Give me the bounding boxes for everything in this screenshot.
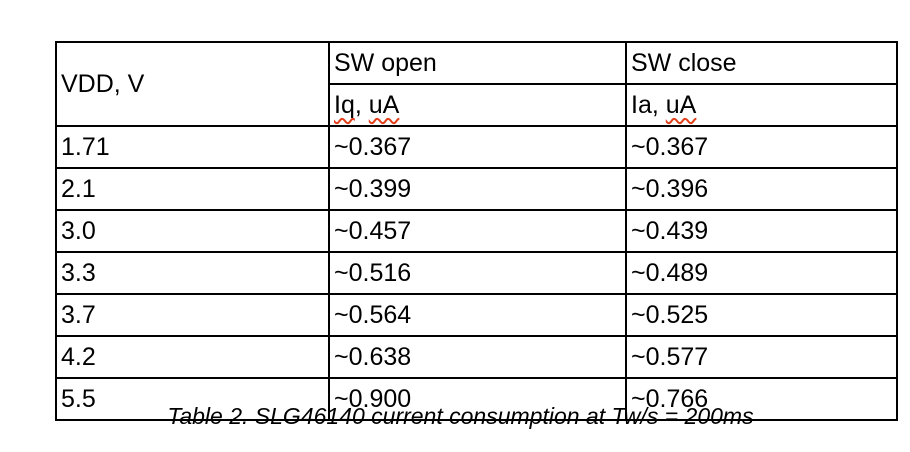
cell-vdd: 3.0 bbox=[55, 209, 330, 253]
cell-iq: ~0.399 bbox=[328, 167, 627, 211]
cell-vdd: 3.7 bbox=[55, 293, 330, 337]
cell-ia: ~0.396 bbox=[625, 167, 898, 211]
subheader-ia-word: Ia bbox=[631, 90, 652, 119]
cell-iq: ~0.564 bbox=[328, 293, 627, 337]
header-cell-sw-close: SW close bbox=[625, 41, 898, 85]
cell-ia: ~0.367 bbox=[625, 125, 898, 169]
cell-iq: ~0.900 bbox=[328, 377, 627, 421]
cell-vdd: 4.2 bbox=[55, 335, 330, 379]
header-row-sub: Iq, uA Ia, uA bbox=[56, 83, 898, 127]
table-row: 4.2 ~0.638 ~0.577 bbox=[55, 335, 898, 379]
cell-ia: ~0.525 bbox=[625, 293, 898, 337]
table-caption: Table 2. SLG46140 current consumption at… bbox=[167, 403, 754, 429]
subheader-ia-separator: , bbox=[651, 90, 666, 119]
subheader-iq-word: Iq bbox=[334, 90, 355, 119]
table-row: 5.5 ~0.900 ~0.766 bbox=[55, 377, 898, 421]
cell-vdd: 5.5 bbox=[55, 377, 330, 421]
cell-vdd: 2.1 bbox=[55, 167, 330, 211]
header-cell-vdd: VDD, V bbox=[55, 41, 330, 127]
table-row: 3.3 ~0.516 ~0.489 bbox=[55, 251, 898, 295]
header-row-top: VDD, V SW open SW close bbox=[55, 41, 898, 127]
header-cell-sw-open: SW open bbox=[328, 41, 627, 85]
current-consumption-table: VDD, V SW open SW close Iq, uA Ia, uA 1.… bbox=[55, 41, 898, 421]
table-row: 1.71 ~0.367 ~0.367 bbox=[55, 125, 898, 169]
cell-vdd: 1.71 bbox=[55, 125, 330, 169]
subheader-ia-unit: uA bbox=[665, 90, 697, 119]
subheader-cell-ia: Ia, uA bbox=[625, 83, 898, 127]
table-row: 3.0 ~0.457 ~0.439 bbox=[55, 209, 898, 253]
cell-iq: ~0.516 bbox=[328, 251, 627, 295]
table-row: 3.7 ~0.564 ~0.525 bbox=[55, 293, 898, 337]
cell-ia: ~0.577 bbox=[625, 335, 898, 379]
cell-ia: ~0.489 bbox=[625, 251, 898, 295]
subheader-iq-unit: uA bbox=[368, 90, 400, 119]
cell-ia: ~0.439 bbox=[625, 209, 898, 253]
cell-ia: ~0.766 bbox=[625, 377, 898, 421]
cell-vdd: 3.3 bbox=[55, 251, 330, 295]
cell-iq: ~0.457 bbox=[328, 209, 627, 253]
subheader-iq-separator: , bbox=[354, 90, 369, 119]
cell-iq: ~0.367 bbox=[328, 125, 627, 169]
cell-iq: ~0.638 bbox=[328, 335, 627, 379]
table-row: 2.1 ~0.399 ~0.396 bbox=[55, 167, 898, 211]
subheader-cell-iq: Iq, uA bbox=[328, 83, 627, 127]
